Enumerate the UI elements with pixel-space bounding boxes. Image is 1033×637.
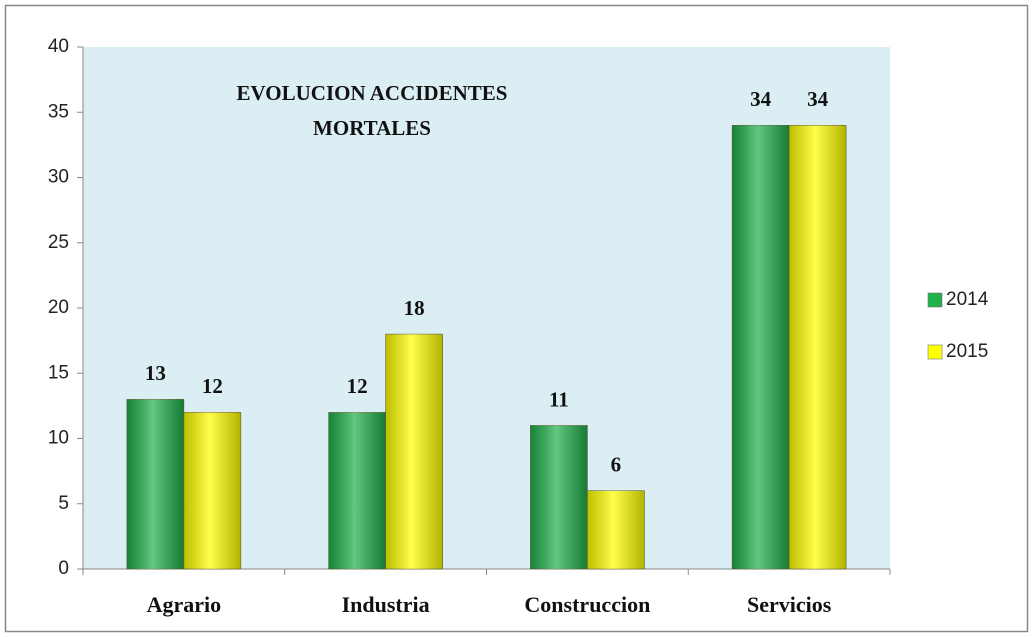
y-tick-label: 0 bbox=[58, 558, 69, 579]
x-tick-label: Construccion bbox=[524, 592, 650, 617]
x-tick-label: Industria bbox=[342, 592, 430, 617]
data-label: 12 bbox=[202, 374, 223, 398]
y-tick-label: 15 bbox=[48, 362, 69, 383]
bar-shade bbox=[789, 125, 847, 570]
data-label: 11 bbox=[549, 387, 569, 411]
data-label: 13 bbox=[145, 361, 166, 385]
y-tick-label: 25 bbox=[48, 232, 69, 253]
bar-shade bbox=[587, 490, 645, 569]
legend-swatch bbox=[927, 292, 943, 308]
bar-shade bbox=[183, 412, 241, 569]
legend-label: 2014 bbox=[946, 289, 989, 310]
bar-shade bbox=[328, 412, 386, 569]
bar-shade bbox=[385, 334, 443, 569]
data-label: 12 bbox=[347, 374, 368, 398]
y-tick-label: 5 bbox=[58, 493, 69, 514]
legend-label: 2015 bbox=[946, 341, 988, 362]
bar-shade bbox=[732, 125, 790, 570]
bar-shade bbox=[126, 399, 184, 569]
y-tick-label: 10 bbox=[48, 428, 69, 449]
y-tick-label: 30 bbox=[48, 167, 69, 188]
x-tick-label: Agrario bbox=[147, 592, 222, 617]
legend-swatch bbox=[927, 344, 943, 360]
y-tick-label: 40 bbox=[48, 36, 69, 57]
y-tick-label: 35 bbox=[48, 101, 69, 122]
chart-title: EVOLUCION ACCIDENTES MORTALES bbox=[236, 81, 508, 140]
data-label: 6 bbox=[611, 453, 622, 477]
bar-shade bbox=[530, 425, 588, 569]
y-tick-label: 20 bbox=[48, 297, 69, 318]
x-tick-label: Servicios bbox=[747, 592, 832, 617]
data-label: 34 bbox=[750, 87, 772, 111]
data-label: 18 bbox=[404, 296, 425, 320]
data-label: 34 bbox=[807, 87, 829, 111]
